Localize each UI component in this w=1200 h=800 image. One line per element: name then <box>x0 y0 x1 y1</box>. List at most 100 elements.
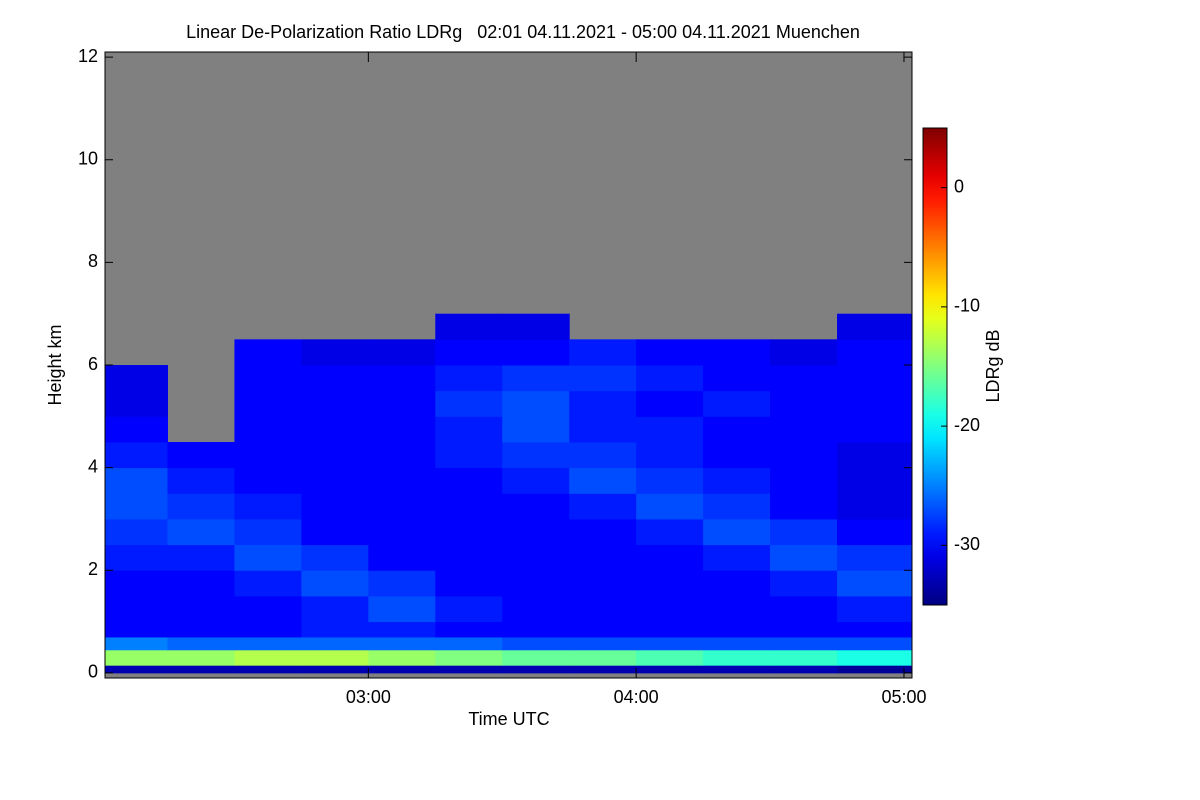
heatmap-cell <box>105 493 168 520</box>
heatmap-cell <box>167 621 235 638</box>
plot-area <box>105 52 913 678</box>
heatmap-cell <box>502 467 570 494</box>
heatmap-cell <box>368 416 436 443</box>
heatmap-cell <box>435 544 503 571</box>
heatmap-cell <box>502 665 570 674</box>
heatmap-cell <box>636 339 704 366</box>
heatmap-cell <box>435 467 503 494</box>
heatmap-cell <box>368 339 436 366</box>
heatmap-cell <box>770 365 838 392</box>
heatmap-cell <box>105 467 168 494</box>
heatmap-cell <box>770 570 838 597</box>
heatmap-cell <box>105 544 168 571</box>
heatmap-cell <box>636 649 704 666</box>
heatmap-cell <box>234 649 302 666</box>
heatmap-cell <box>703 570 771 597</box>
heatmap-cell <box>435 365 503 392</box>
chart-title: Linear De-Polarization Ratio LDRg 02:01 … <box>186 22 860 42</box>
heatmap-cell <box>837 621 913 638</box>
heatmap-cell <box>569 416 637 443</box>
heatmap-cell <box>569 390 637 417</box>
heatmap-cell <box>368 649 436 666</box>
heatmap-cell <box>301 570 369 597</box>
heatmap-cell <box>502 390 570 417</box>
heatmap-cell <box>502 544 570 571</box>
heatmap-cell <box>435 416 503 443</box>
heatmap-cell <box>837 365 913 392</box>
heatmap-cell <box>502 649 570 666</box>
heatmap-cell <box>435 570 503 597</box>
heatmap-cell <box>435 518 503 546</box>
y-tick-label: 10 <box>78 149 98 169</box>
heatmap-cell <box>368 518 436 546</box>
heatmap-cell <box>636 518 704 546</box>
heatmap-cell <box>502 365 570 392</box>
x-tick-label: 05:00 <box>881 687 926 707</box>
heatmap-cell <box>569 518 637 546</box>
heatmap-cell <box>837 570 913 597</box>
heatmap-cell <box>636 621 704 638</box>
heatmap-cell <box>770 416 838 443</box>
heatmap-cell <box>435 665 503 674</box>
heatmap-cell <box>770 595 838 623</box>
heatmap-cell <box>569 493 637 520</box>
colorbar-label: LDRg dB <box>983 329 1003 402</box>
heatmap-cell <box>502 595 570 623</box>
heatmap-cell <box>368 570 436 597</box>
heatmap-cell <box>234 665 302 674</box>
heatmap-cell <box>234 570 302 597</box>
y-tick-label: 8 <box>88 251 98 271</box>
heatmap-cell <box>636 595 704 623</box>
heatmap-cell <box>569 365 637 392</box>
heatmap-cell <box>105 365 168 392</box>
heatmap-cell <box>105 518 168 546</box>
heatmap-cell <box>301 544 369 571</box>
heatmap-cell <box>636 665 704 674</box>
x-tick-label: 04:00 <box>614 687 659 707</box>
heatmap-cell <box>569 621 637 638</box>
heatmap-cell <box>703 390 771 417</box>
heatmap-cell <box>234 339 302 366</box>
heatmap-cell <box>368 493 436 520</box>
heatmap-cell <box>368 595 436 623</box>
heatmap-cell <box>435 493 503 520</box>
y-tick-label: 0 <box>88 662 98 682</box>
heatmap-cell <box>636 441 704 469</box>
heatmap-cell <box>301 595 369 623</box>
heatmap-cell <box>105 649 168 666</box>
heatmap-cell <box>837 595 913 623</box>
heatmap-cell <box>368 441 436 469</box>
heatmap-cell <box>234 467 302 494</box>
heatmap-cell <box>770 649 838 666</box>
heatmap-cell <box>167 544 235 571</box>
heatmap-cell <box>770 621 838 638</box>
heatmap-cell <box>368 365 436 392</box>
heatmap-cell <box>167 570 235 597</box>
y-tick-label: 6 <box>88 354 98 374</box>
heatmap-cell <box>502 339 570 366</box>
heatmap-cell <box>569 570 637 597</box>
heatmap-cell <box>368 665 436 674</box>
heatmap-cell <box>435 441 503 469</box>
heatmap-cell <box>502 570 570 597</box>
heatmap-cell <box>837 390 913 417</box>
heatmap-cell <box>105 390 168 417</box>
heatmap-cell <box>234 636 302 651</box>
heatmap-cell <box>502 636 570 651</box>
heatmap-cell <box>435 339 503 366</box>
heatmap-cell <box>770 441 838 469</box>
heatmap-cell <box>569 467 637 494</box>
heatmap-cell <box>636 636 704 651</box>
heatmap-cell <box>435 390 503 417</box>
x-axis-label: Time UTC <box>468 709 549 729</box>
heatmap-cell <box>770 665 838 674</box>
heatmap-cell <box>703 621 771 638</box>
heatmap-cell <box>569 595 637 623</box>
heatmap-cell <box>368 636 436 651</box>
heatmap-cell <box>167 493 235 520</box>
heatmap-cell <box>837 467 913 494</box>
colorbar <box>922 127 948 606</box>
heatmap-cell <box>569 544 637 571</box>
heatmap-cell <box>837 441 913 469</box>
heatmap-cell <box>636 416 704 443</box>
